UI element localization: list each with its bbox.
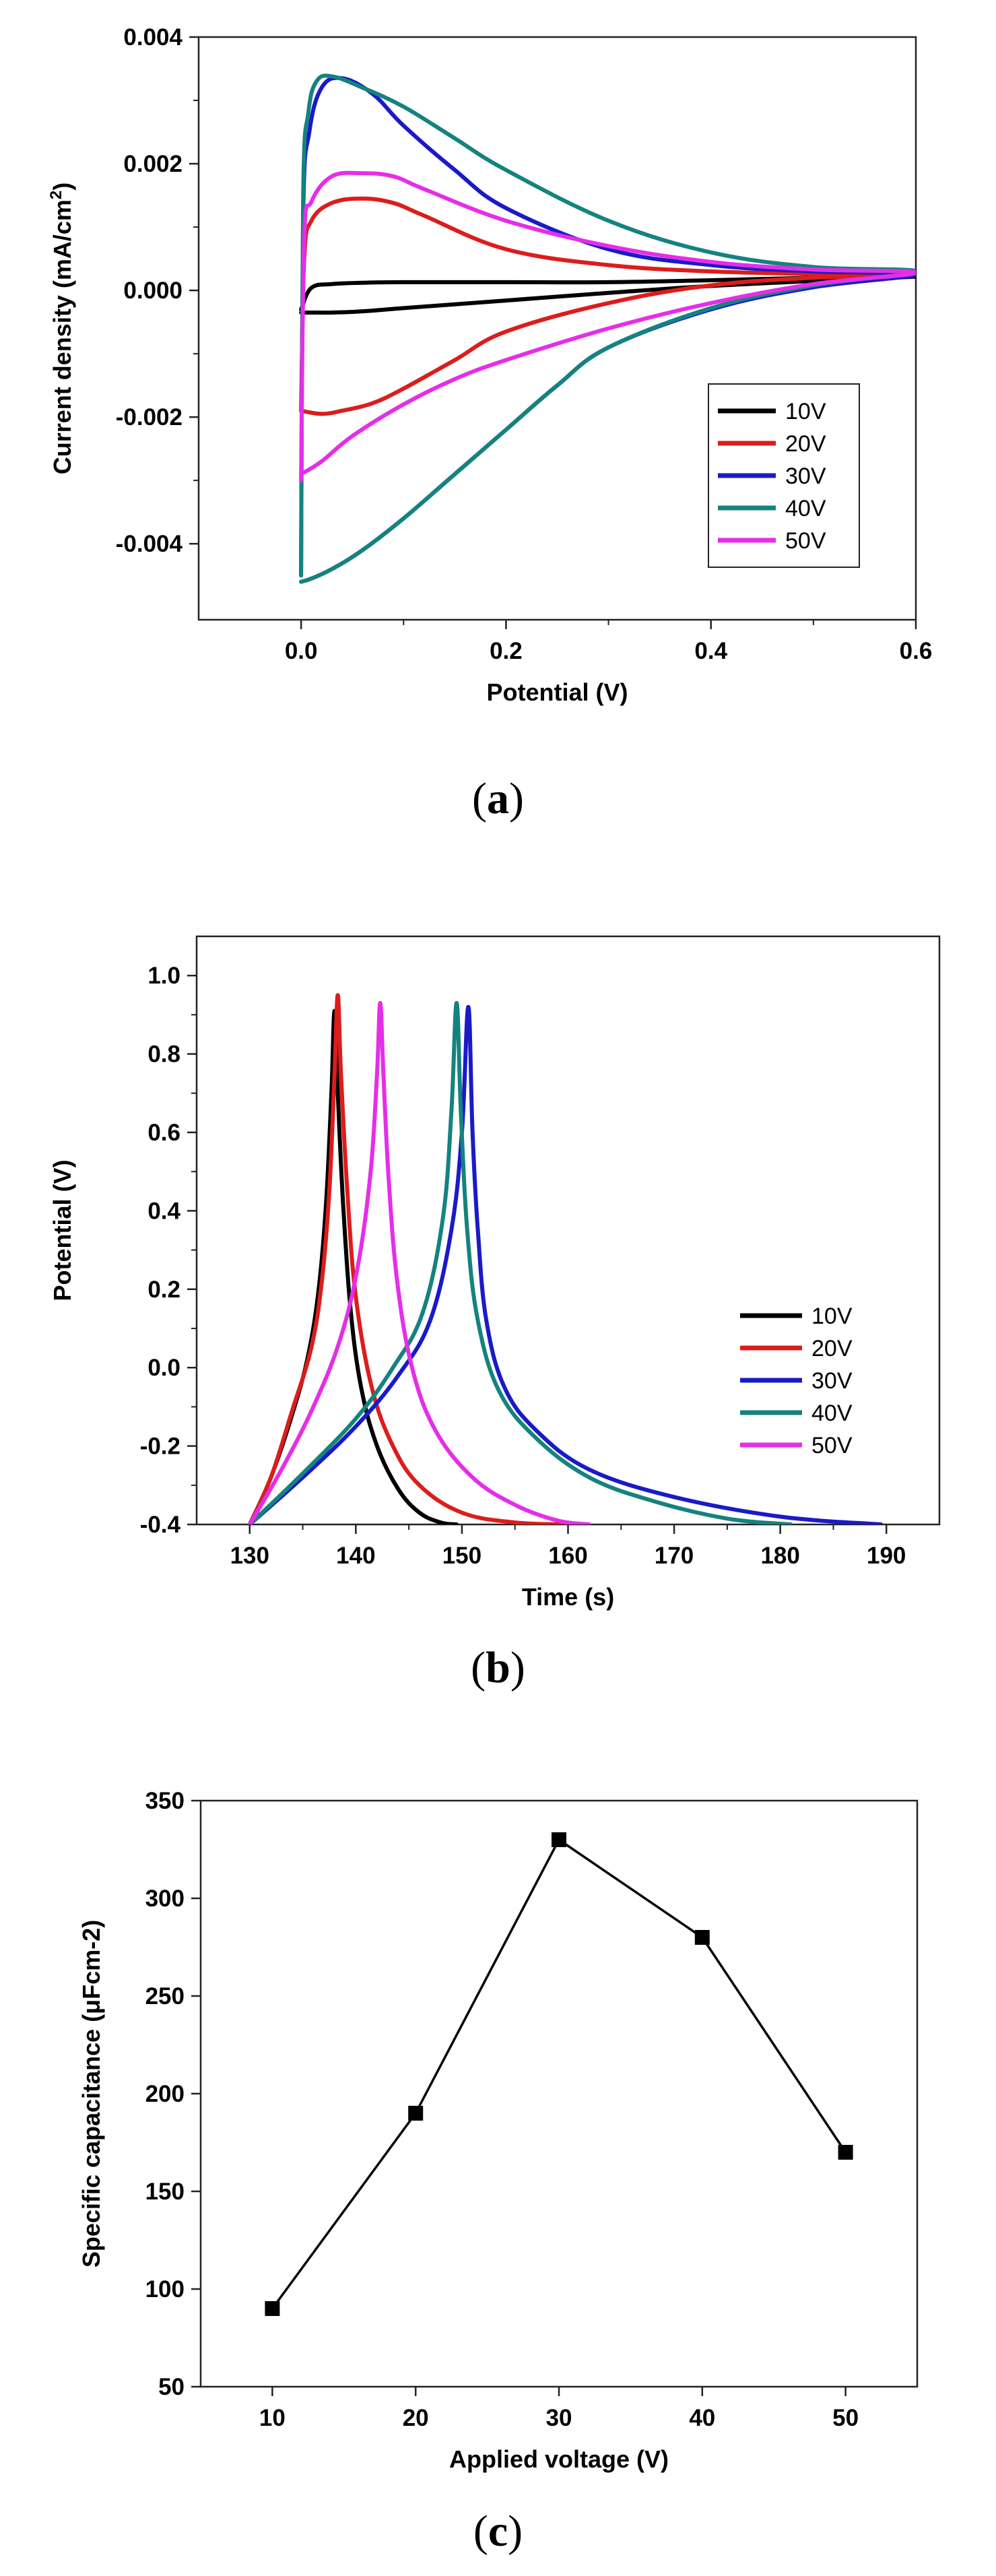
series-line-20v: [247, 993, 570, 1524]
gcd-chart: 130 140 150 160 170 180 190 1.0 0.8 0.6 0.4 0.2 0.0 -…: [48, 935, 941, 1611]
x-axis-title: Time (s): [522, 1583, 614, 1611]
plot-frame: [199, 1799, 919, 2388]
legend-label: 30V: [811, 1368, 853, 1394]
y-axis-title-end: ): [48, 183, 76, 191]
x-tick-label: 20: [403, 2405, 429, 2431]
y-axis-title: Potential (V): [48, 1159, 76, 1301]
y-tick-label: 350: [145, 1788, 185, 1814]
series-line-40v: [247, 1000, 793, 1524]
y-tick-label: 150: [145, 2179, 185, 2205]
x-tick-label: 30: [546, 2405, 572, 2431]
data-point-marker: [265, 2301, 280, 2316]
y-tick-label: 250: [145, 1983, 185, 2009]
x-tick-label: 150: [442, 1543, 482, 1569]
y-axis-title-superscript: 2: [47, 191, 65, 199]
series-line-50v: [299, 170, 916, 483]
legend-label: 10V: [785, 399, 826, 424]
x-tick-label: 0.6: [900, 638, 933, 664]
y-tick-label: 0.2: [147, 1277, 180, 1303]
data-point-marker: [694, 1930, 710, 1945]
series-line-50v: [247, 1000, 591, 1524]
x-tick-label: 170: [655, 1543, 694, 1569]
series-line-specific-capacitance: [271, 1838, 847, 2310]
capacitance-chart: 10 20 30 40 50 350 300 250 200 150 100 50 Applied vo…: [77, 1788, 919, 2473]
series-line-10v: [299, 274, 916, 315]
series-line-40v: [299, 73, 916, 584]
x-tick-label: 10: [259, 2405, 286, 2431]
x-axis-title: Potential (V): [486, 678, 628, 706]
y-tick-label: 100: [145, 2276, 185, 2303]
legend-label: 40V: [785, 496, 826, 521]
legend-label: 10V: [811, 1303, 853, 1329]
y-tick-label: 0.6: [147, 1120, 180, 1146]
cv-chart: 0.0 0.2 0.4 0.6 0.004 0.002 0.000 -0.002 -0.004 P…: [47, 24, 933, 706]
x-tick-label: 0.4: [694, 638, 727, 664]
y-tick-label: 300: [145, 1886, 185, 1912]
series-line-30v: [247, 1004, 884, 1524]
y-axis-title: Specific capacitance (μFcm-2): [77, 1920, 105, 2267]
y-tick-label: -0.002: [116, 404, 182, 430]
panel-label-a: (a): [472, 774, 524, 823]
y-tick-label: -0.2: [140, 1434, 180, 1460]
y-tick-label: 0.002: [123, 151, 182, 177]
x-tick-label: 160: [548, 1543, 587, 1569]
panel-label-b: (b): [471, 1643, 525, 1692]
y-tick-label: 0.4: [147, 1198, 180, 1224]
plot-frame: [197, 36, 917, 621]
x-tick-label: 190: [867, 1543, 906, 1569]
x-tick-label: 180: [760, 1543, 799, 1569]
y-axis-title: Current density (mA/cm2): [47, 183, 76, 474]
legend-label: 40V: [811, 1400, 853, 1426]
panel-a: 0.0 0.2 0.4 0.6 0.004 0.002 0.000 -0.002 -0.004 P…: [0, 0, 996, 862]
x-tick-label: 130: [230, 1543, 269, 1569]
y-tick-label: 0.004: [123, 24, 182, 51]
y-tick-label: 200: [145, 2081, 185, 2107]
data-point-marker: [408, 2106, 424, 2121]
y-tick-label: -0.004: [116, 531, 183, 557]
y-tick-label: 0.000: [123, 278, 182, 304]
x-tick-label: 140: [336, 1543, 375, 1569]
x-tick-label: 50: [832, 2405, 859, 2431]
y-tick-label: 0.8: [147, 1041, 180, 1068]
legend-label: 20V: [811, 1336, 853, 1361]
panel-c: 10 20 30 40 50 350 300 250 200 150 100 50 Applied vo…: [0, 1725, 996, 2576]
data-point-marker: [838, 2145, 853, 2160]
y-tick-label: -0.4: [140, 1512, 181, 1538]
legend-label: 20V: [785, 431, 826, 457]
legend-label: 50V: [811, 1433, 853, 1458]
y-tick-label: 0.0: [147, 1355, 180, 1381]
x-tick-label: 0.0: [285, 638, 318, 664]
y-tick-label: 1.0: [147, 963, 180, 989]
y-tick-label: 50: [158, 2374, 185, 2400]
x-tick-label: 40: [689, 2405, 715, 2431]
x-axis-title: Applied voltage (V): [449, 2445, 669, 2473]
panel-b: 130 140 150 160 170 180 190 1.0 0.8 0.6 0.4 0.2 0.0 -…: [0, 862, 996, 1725]
legend-label: 30V: [785, 463, 826, 489]
legend-label: 50V: [785, 528, 826, 554]
panel-label-c: (c): [473, 2507, 523, 2556]
series-line-20v: [299, 196, 916, 416]
x-tick-label: 0.2: [490, 638, 523, 664]
data-point-marker: [552, 1832, 566, 1847]
